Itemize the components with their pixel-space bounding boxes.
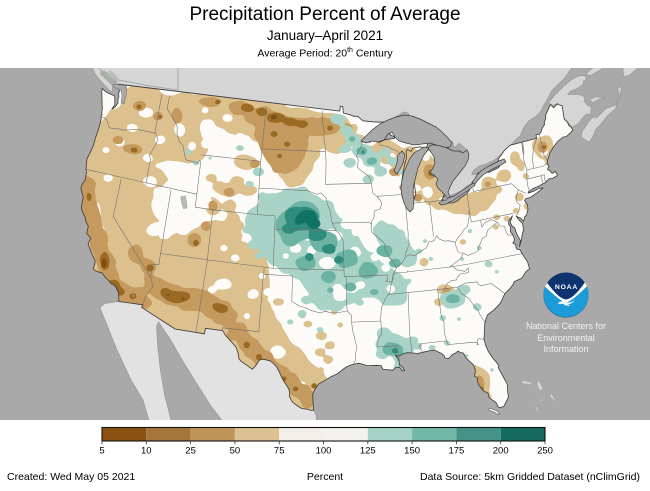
svg-text:10: 10	[141, 446, 152, 457]
svg-text:150: 150	[404, 446, 420, 457]
svg-text:200: 200	[493, 446, 509, 457]
svg-text:175: 175	[448, 446, 464, 457]
svg-text:50: 50	[230, 446, 241, 457]
svg-text:5: 5	[99, 446, 104, 457]
svg-text:75: 75	[274, 446, 285, 457]
svg-text:25: 25	[185, 446, 196, 457]
svg-text:100: 100	[316, 446, 332, 457]
svg-text:125: 125	[360, 446, 376, 457]
svg-text:250: 250	[537, 446, 553, 457]
svg-text:NOAA: NOAA	[555, 284, 578, 291]
